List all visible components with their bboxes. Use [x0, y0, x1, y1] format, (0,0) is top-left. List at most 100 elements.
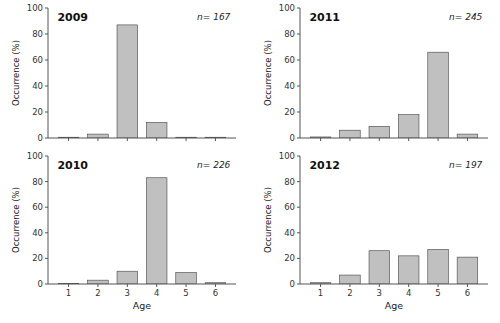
x-tick-label: 3 — [125, 288, 130, 298]
y-tick — [45, 284, 48, 285]
bar — [398, 256, 419, 284]
x-tick — [320, 138, 321, 141]
y-tick — [45, 232, 48, 233]
y-tick — [297, 86, 300, 87]
y-tick — [297, 112, 300, 113]
x-axis-line — [300, 138, 488, 139]
y-tick — [45, 112, 48, 113]
y-tick-label: 40 — [32, 81, 43, 91]
panel: 0 20 40 60 80 100 Occurrence (%) 2009 n= 167 — [11, 3, 236, 143]
y-tick-label: 80 — [284, 29, 295, 39]
x-tick — [379, 138, 380, 141]
y-tick — [297, 34, 300, 35]
bars — [310, 52, 477, 138]
x-tick-label: 4 — [154, 288, 159, 298]
x-axis-line — [48, 138, 236, 139]
bars — [58, 178, 225, 284]
x-tick — [97, 284, 98, 287]
x-tick-label: 6 — [213, 288, 218, 298]
x-tick — [215, 284, 216, 287]
y-tick-label: 0 — [290, 279, 295, 289]
annotation: n= 245 — [449, 12, 483, 22]
y-tick-label: 80 — [32, 29, 43, 39]
bar — [117, 271, 138, 284]
y-axis-line — [48, 156, 49, 284]
y-axis-line — [300, 156, 301, 284]
bar — [369, 251, 390, 284]
y-tick — [297, 207, 300, 208]
x-axis-line — [48, 284, 236, 285]
x-tick — [438, 284, 439, 287]
y-tick-label: 60 — [32, 55, 43, 65]
figure: 020406080100Occurrence (%)2009n= 1670204… — [0, 0, 500, 323]
y-tick-label: 40 — [32, 228, 43, 238]
x-tick — [379, 284, 380, 287]
y-tick — [45, 34, 48, 35]
y-tick — [45, 181, 48, 182]
x-tick — [127, 284, 128, 287]
y-tick — [297, 258, 300, 259]
x-axis-label: Age — [133, 300, 152, 311]
y-tick-label: 100 — [27, 151, 43, 161]
bar — [428, 249, 449, 284]
panel: 020406080100123456Occurrence (%)Age2012n… — [263, 151, 488, 311]
y-tick-label: 60 — [32, 202, 43, 212]
y-axis-line — [48, 8, 49, 138]
bar — [88, 134, 109, 138]
panel: 020406080100Occurrence (%)2011n= 245 — [263, 3, 488, 143]
y-tick — [45, 138, 48, 139]
y-tick — [45, 86, 48, 87]
y-tick-label: 60 — [284, 55, 295, 65]
x-tick-label: 2 — [95, 288, 100, 298]
y-tick-label: 0 — [38, 279, 43, 289]
panel-title: 2011 — [309, 11, 340, 24]
annotation: n= 167 — [197, 12, 231, 22]
bar — [457, 257, 478, 284]
annotation: n= 197 — [449, 160, 483, 170]
x-tick-label: 2 — [347, 288, 352, 298]
y-tick-label: 0 — [38, 133, 43, 143]
y-axis-label: Occurrence (%) — [11, 187, 21, 253]
y-axis-label: Occurrence (%) — [11, 40, 21, 106]
bar — [428, 52, 449, 138]
y-axis-label: Occurrence (%) — [263, 187, 273, 253]
y-tick-label: 40 — [284, 81, 295, 91]
bar — [340, 275, 361, 284]
y-tick-label: 20 — [32, 253, 43, 263]
x-tick — [349, 284, 350, 287]
x-tick — [186, 138, 187, 141]
panel-title: 2009 — [57, 11, 88, 24]
x-tick-label: 5 — [183, 288, 188, 298]
x-tick — [408, 138, 409, 141]
y-tick — [297, 138, 300, 139]
x-tick — [127, 138, 128, 141]
x-tick — [156, 138, 157, 141]
bar — [146, 178, 167, 284]
y-tick-label: 20 — [32, 107, 43, 117]
y-tick — [297, 8, 300, 9]
x-tick-label: 5 — [435, 288, 440, 298]
bar — [88, 280, 109, 284]
y-tick-label: 20 — [284, 107, 295, 117]
y-tick — [45, 8, 48, 9]
y-tick — [45, 258, 48, 259]
y-tick-label: 0 — [290, 133, 295, 143]
x-tick — [467, 284, 468, 287]
y-tick-label: 60 — [284, 202, 295, 212]
y-tick — [45, 207, 48, 208]
x-tick-label: 1 — [318, 288, 323, 298]
bars — [58, 25, 225, 138]
bar — [457, 134, 478, 138]
x-tick-label: 1 — [66, 288, 71, 298]
x-tick — [186, 284, 187, 287]
y-tick — [297, 232, 300, 233]
y-tick-label: 100 — [279, 3, 295, 13]
panel: 020406080100123456Occurrence (%)Age2010n… — [11, 151, 236, 311]
y-tick-label: 100 — [27, 3, 43, 13]
y-tick — [297, 156, 300, 157]
x-tick — [467, 138, 468, 141]
y-tick-label: 100 — [279, 151, 295, 161]
annotation: n= 226 — [197, 160, 231, 170]
panel-title: 2010 — [57, 159, 88, 172]
x-tick — [349, 138, 350, 141]
